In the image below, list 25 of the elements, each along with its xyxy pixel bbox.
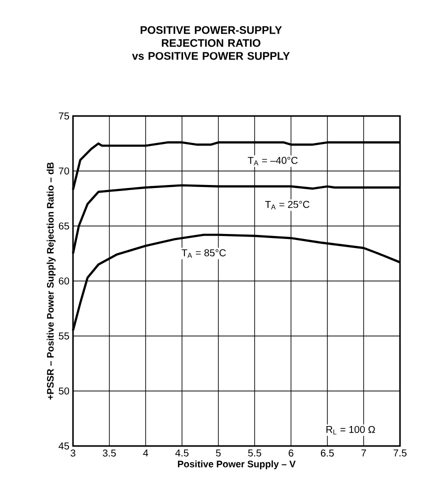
x-tick-label: 6	[288, 450, 294, 457]
series-label: T$_{A}$ = 25°C	[265, 200, 310, 210]
y-tick-label: 55	[58, 332, 70, 340]
x-tick-label: 7	[361, 450, 366, 456]
x-tick-label: 4.5	[175, 450, 189, 456]
x-tick-label: 6.5	[320, 450, 334, 457]
x-tick-label: 4	[143, 450, 148, 456]
series-label: T$_{A}$ = 85°C	[182, 249, 226, 258]
y-tick-label: 75	[58, 112, 70, 120]
annotation: R$_{L}$ = 100 Ω	[326, 426, 375, 434]
x-tick-label: 5.5	[248, 450, 262, 456]
x-tick-label: 7.5	[394, 450, 407, 456]
chart-subtitle: vs POSITIVE POWER SUPPLY	[132, 52, 290, 60]
x-tick-label: 3.5	[102, 450, 116, 457]
y-tick-label: 60	[58, 277, 70, 285]
y-tick-label: 45	[58, 442, 70, 450]
x-tick-label: 5	[216, 450, 221, 456]
x-tick-label: 3	[70, 450, 76, 457]
y-tick-label: 50	[58, 387, 70, 395]
y-tick-label: 70	[58, 167, 70, 175]
series-label: T$_{A}$ = –40°C	[248, 156, 298, 166]
x-axis-title: Positive Power Supply – V	[178, 460, 296, 470]
y-tick-label: 65	[58, 222, 70, 230]
y-axis-title: +PSSR – Positive Power Supply Rejection Ratio – dB	[46, 162, 56, 400]
chart-title: POSITIVE POWER-SUPPLY REJECTION RATIO	[140, 26, 282, 47]
